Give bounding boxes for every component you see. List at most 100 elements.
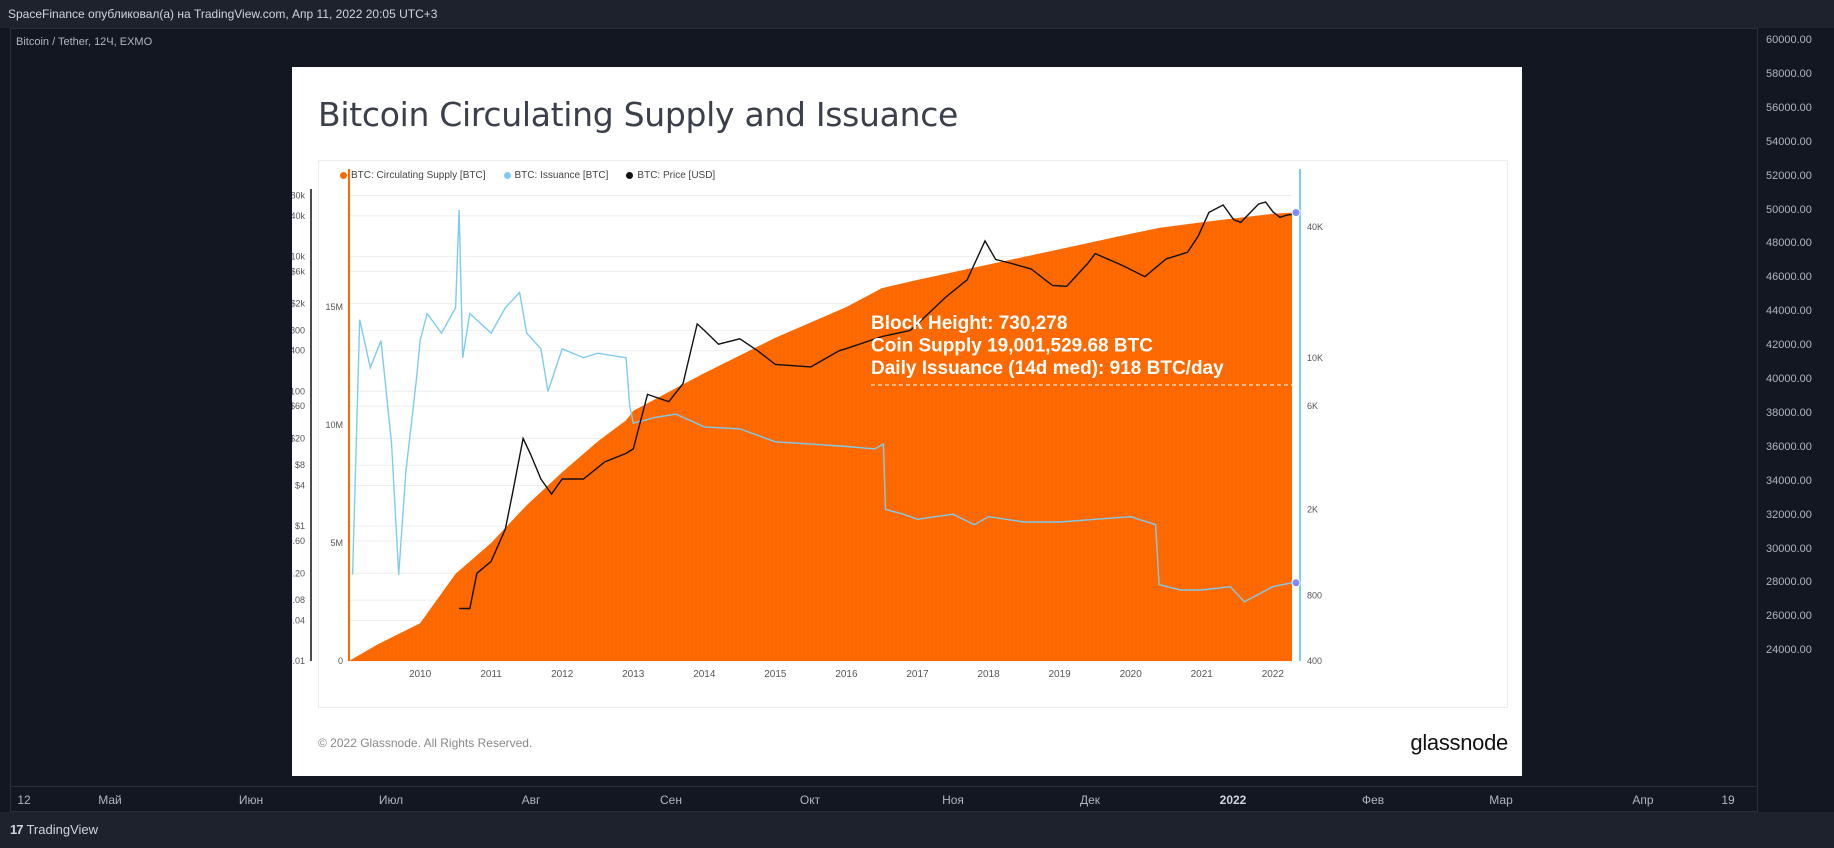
tradingview-logo[interactable]: 17 TradingView	[10, 812, 98, 848]
price-tick-label: $4	[295, 481, 305, 491]
price-tick: 56000.00	[1766, 101, 1812, 114]
x-tick-label: 2022	[1262, 669, 1285, 680]
x-tick-label: 2016	[835, 669, 858, 680]
time-tick: 12	[17, 793, 31, 807]
chart-frame	[318, 160, 1508, 708]
series-issuance-line	[351, 209, 1293, 603]
time-axis[interactable]: 12 Май Июн Июл Авг Сен Окт Ноя Дек 2022 Фев Мар Апр 1…	[10, 786, 1758, 813]
legend-item[interactable]: BTC: Issuance [BTC]	[503, 170, 609, 181]
price-tick-label: $100	[292, 386, 305, 396]
x-tick-label: 2011	[480, 669, 502, 680]
price-tick: 24000.00	[1766, 644, 1812, 657]
time-tick: Окт	[799, 793, 821, 807]
supply-tick-label: 10M	[325, 420, 343, 430]
chart-legend: BTC: Circulating Supply [BTC] BTC: Issuan…	[340, 170, 715, 181]
x-tick-label: 2013	[622, 669, 645, 680]
price-tick-label: $20	[292, 433, 305, 443]
legend-item[interactable]: BTC: Price [USD]	[626, 170, 715, 181]
issuance-tick-label: 40K	[1307, 222, 1323, 232]
series-price-line	[459, 201, 1293, 610]
publish-header: SpaceFinance опубликовал(а) на TradingVi…	[0, 0, 1834, 28]
tradingview-brand: TradingView	[26, 822, 99, 837]
price-tick-label: $80k	[292, 191, 305, 201]
time-tick: Авг	[521, 793, 541, 807]
price-tick: 58000.00	[1766, 67, 1812, 80]
price-tick-label: $400	[292, 346, 305, 356]
x-tick-label: 2020	[1120, 669, 1143, 680]
supply-area-texture	[351, 214, 1289, 662]
time-tick: Мар	[1489, 793, 1513, 807]
annotation-line: Coin Supply 19,001,529.68 BTC	[871, 336, 1153, 357]
x-tick-label: 2021	[1191, 669, 1214, 680]
time-tick: Дек	[1079, 793, 1101, 807]
issuance-tick-label: 6K	[1307, 401, 1318, 411]
annotation-line: Block Height: 730,278	[871, 313, 1067, 334]
legend-swatch	[503, 172, 511, 179]
price-tick: 46000.00	[1766, 271, 1812, 284]
price-tick-label: $800	[292, 325, 305, 335]
legend-label: BTC: Price [USD]	[637, 170, 716, 181]
axis-ticks: $0.01 $0.04 $0.08 $0.20 $0.60 $1 $4 $8 $20 $60 $10…	[292, 191, 1323, 680]
cursor-marker-supply	[1291, 208, 1301, 218]
price-tick: 54000.00	[1766, 135, 1812, 148]
price-tick-label: $0.08	[292, 595, 305, 605]
issuance-tick-label: 10K	[1307, 353, 1323, 363]
price-tick-label: $60	[292, 401, 305, 411]
price-tick-label: $0.60	[292, 536, 305, 546]
time-tick: Май	[98, 793, 122, 807]
legend-item[interactable]: BTC: Circulating Supply [BTC]	[340, 170, 486, 181]
legend-label: BTC: Circulating Supply [BTC]	[351, 170, 486, 181]
time-tick: 2022	[1219, 793, 1247, 807]
price-tick: 38000.00	[1766, 406, 1812, 419]
supply-tick-label: 5M	[330, 538, 343, 548]
x-tick-label: 2014	[693, 669, 716, 680]
price-tick: 30000.00	[1766, 542, 1812, 555]
price-tick: 26000.00	[1766, 610, 1812, 623]
price-axis[interactable]: 60000.00 58000.00 56000.00 54000.00 52000.00…	[1757, 28, 1834, 812]
price-tick-label: $10k	[292, 251, 305, 261]
time-tick: Фев	[1361, 793, 1385, 807]
symbol-label[interactable]: Bitcoin / Tether, 12Ч, EXMO	[16, 36, 153, 48]
x-tick-label: 2018	[977, 669, 1000, 680]
x-tick-label: 2017	[906, 669, 929, 680]
price-tick: 42000.00	[1766, 339, 1812, 352]
time-tick: Ноя	[942, 793, 964, 807]
price-tick-label: $0.01	[292, 656, 305, 666]
time-tick: Июл	[378, 793, 404, 807]
issuance-tick-label: 2K	[1307, 504, 1318, 514]
time-tick: Апр	[1632, 793, 1654, 807]
price-tick: 52000.00	[1766, 169, 1812, 182]
price-tick: 34000.00	[1766, 474, 1812, 487]
price-tick-label: $8	[295, 460, 305, 470]
footer-bar: 17 TradingView	[0, 812, 1834, 848]
price-tick-label: $0.04	[292, 615, 305, 625]
price-tick: 32000.00	[1766, 508, 1812, 521]
price-tick: 40000.00	[1766, 373, 1812, 385]
annotation-line: Daily Issuance (14d med): 918 BTC/day	[871, 358, 1224, 379]
issuance-tick-label: 400	[1307, 656, 1322, 666]
series-circulating-supply-area	[349, 212, 1292, 661]
glassnode-logo[interactable]: glassnode	[1410, 730, 1508, 755]
supply-tick-label: 0	[338, 656, 343, 666]
legend-swatch	[626, 172, 634, 179]
price-tick: 50000.00	[1766, 203, 1812, 216]
supply-tick-label: 15M	[325, 302, 343, 312]
tradingview-logo-icon: 17	[10, 822, 24, 837]
price-tick-label: $1	[295, 521, 305, 531]
time-tick: Сен	[660, 793, 682, 807]
chart-title: Bitcoin Circulating Supply and Issuance	[318, 95, 959, 134]
x-tick-label: 2019	[1049, 669, 1072, 680]
price-tick-label: $6k	[292, 266, 305, 276]
copyright-text: © 2022 Glassnode. All Rights Reserved.	[318, 736, 533, 750]
x-tick-label: 2010	[409, 669, 432, 680]
legend-label: BTC: Issuance [BTC]	[514, 170, 609, 181]
legend-swatch	[340, 172, 347, 179]
issuance-tick-label: 800	[1307, 591, 1322, 601]
price-tick: 48000.00	[1766, 237, 1812, 250]
price-tick: 28000.00	[1766, 576, 1812, 589]
x-tick-label: 2012	[551, 669, 574, 680]
price-tick: 60000.00	[1766, 34, 1812, 46]
glassnode-chart-card: Bitcoin Circulating Supply and Issuance …	[292, 67, 1522, 776]
price-tick-label: $40k	[292, 211, 305, 221]
